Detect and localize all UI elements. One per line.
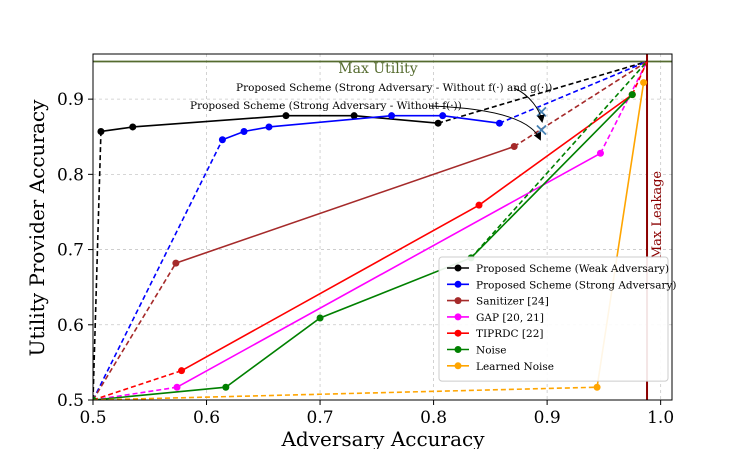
series-1-dashed-start xyxy=(93,139,224,400)
x-tick-label: 0.9 xyxy=(534,408,561,428)
y-tick-label: 0.7 xyxy=(57,241,84,261)
series-2-line xyxy=(175,145,515,264)
annotation-arrow-without-f xyxy=(429,105,542,141)
annotation-without-f: Proposed Scheme (Strong Adversary - With… xyxy=(190,100,462,112)
axis-ticks: 0.5 0.6 0.7 0.8 0.9 1.0 0.5 0.6 0.7 0.8 0.9 xyxy=(57,90,674,428)
series-1-dashed-end xyxy=(499,60,648,124)
series-5-point-2 xyxy=(316,314,324,322)
series-5-point-4 xyxy=(628,91,636,99)
annotation-arrow-without-f-and-g xyxy=(513,87,545,123)
y-tick-label: 0.6 xyxy=(57,316,84,336)
legend: Proposed Scheme (Weak Adversary) Proposed… xyxy=(438,256,677,382)
y-tick-label: 0.9 xyxy=(57,90,84,110)
legend-swatch-marker xyxy=(454,313,462,321)
series-0-point-0 xyxy=(97,127,105,135)
series-0-point-2 xyxy=(282,112,290,120)
series-6-dashed-start xyxy=(93,386,598,400)
y-tick-label: 0.5 xyxy=(57,391,84,411)
legend-label: Sanitizer [24] xyxy=(476,296,549,308)
x-tick-label: 1.0 xyxy=(647,408,674,428)
x-marker-1 xyxy=(536,106,547,118)
series-2-point-1 xyxy=(510,143,518,151)
series-1-point-2 xyxy=(265,123,273,131)
series-1-point-1 xyxy=(240,127,248,135)
legend-label: Proposed Scheme (Weak Adversary) xyxy=(476,263,669,275)
series-5-dashed-end xyxy=(470,60,648,259)
legend-swatch-marker xyxy=(454,329,462,337)
series-4-dashed-end xyxy=(631,61,648,95)
legend-label: Noise xyxy=(476,345,506,357)
series-4-point-0 xyxy=(178,367,186,375)
legend-swatch-marker xyxy=(454,346,462,353)
y-tick-label: 0.8 xyxy=(57,165,84,185)
series-2-dashed-start xyxy=(93,262,177,400)
annotation-without-f-and-g: Proposed Scheme (Strong Adversary - With… xyxy=(236,82,552,94)
legend-label: GAP [20, 21] xyxy=(476,312,544,324)
series-0-point-1 xyxy=(129,123,137,131)
series-1-point-3 xyxy=(388,112,396,120)
series-0-dashed-end xyxy=(437,60,648,124)
series-1-line xyxy=(222,114,500,141)
y-axis-label: Utility Provider Accuracy xyxy=(25,99,49,356)
legend-label: Learned Noise xyxy=(476,361,554,373)
series-3-point-1 xyxy=(596,149,604,157)
series-5-point-1 xyxy=(222,383,230,391)
legend-label: Proposed Scheme (Strong Adversary) xyxy=(476,279,677,291)
series-0-point-3 xyxy=(350,112,358,120)
x-axis-label: Adversary Accuracy xyxy=(280,427,485,449)
series-1-point-0 xyxy=(218,136,226,144)
series-2-point-0 xyxy=(172,259,180,267)
series-3-dashed-end xyxy=(599,61,648,154)
series-3-point-0 xyxy=(173,383,181,391)
series-1-point-5 xyxy=(495,119,503,127)
legend-label: TIPRDC [22] xyxy=(476,328,543,340)
plot-frame xyxy=(92,53,673,401)
x-tick-label: 0.6 xyxy=(193,408,220,428)
legend-swatch-marker xyxy=(454,362,462,370)
series-6-point-0 xyxy=(593,383,601,391)
x-marker-0 xyxy=(536,124,547,136)
legend-swatch-marker xyxy=(454,280,462,288)
x-tick-label: 0.7 xyxy=(307,408,334,428)
legend-box xyxy=(438,256,669,382)
series-5-point-0 xyxy=(93,396,97,400)
max-leakage-label: Max Leakage xyxy=(650,171,665,260)
series-3-dashed-start xyxy=(93,386,178,400)
max-utility-label: Max Utility xyxy=(338,61,418,77)
series-1-point-4 xyxy=(439,112,447,120)
series-0-point-4 xyxy=(434,119,442,127)
series-6-point-1 xyxy=(640,79,648,87)
x-tick-label: 0.8 xyxy=(420,408,447,428)
series-0-dashed-start xyxy=(93,131,102,400)
legend-swatch-marker xyxy=(454,297,462,305)
x-tick-label: 0.5 xyxy=(79,408,106,428)
series-4-point-1 xyxy=(475,201,483,209)
legend-swatch-marker xyxy=(454,264,462,272)
